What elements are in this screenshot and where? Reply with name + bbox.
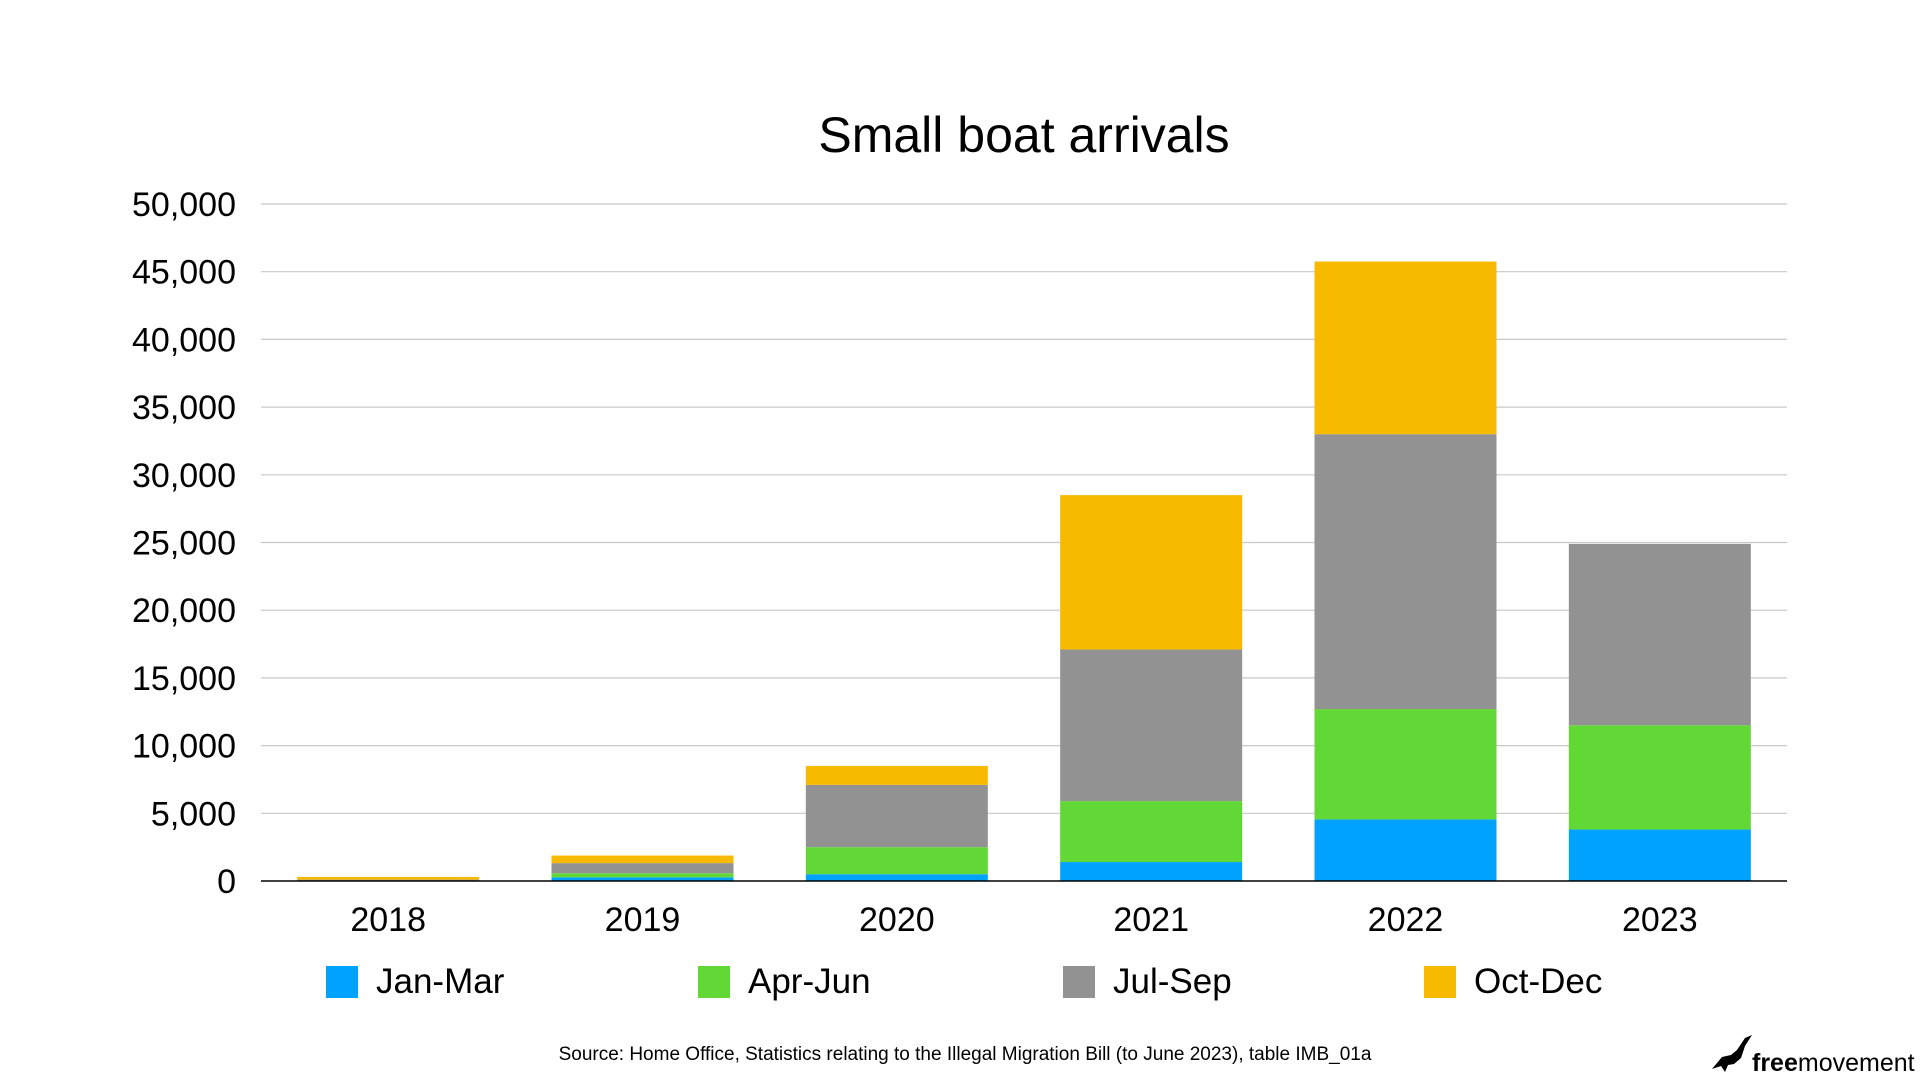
x-axis-tick-labels: 2018 2019 2020 2021 2022 2023 xyxy=(350,901,1697,939)
x-tick-label: 2023 xyxy=(1622,901,1698,939)
bar-2023-jan-mar xyxy=(1568,829,1751,881)
y-tick-label: 20,000 xyxy=(132,592,236,630)
y-tick-label: 45,000 xyxy=(132,254,236,292)
y-tick-label: 40,000 xyxy=(132,321,236,359)
y-tick-label: 35,000 xyxy=(132,389,236,427)
bar-2020-jul-sep xyxy=(805,784,988,848)
bar-2022-jan-mar xyxy=(1314,819,1497,881)
logo-text-regular: movement xyxy=(1798,1049,1915,1077)
bar-2019-jan-mar xyxy=(551,877,734,881)
bar-2021-apr-jun xyxy=(1060,801,1243,863)
bar-2022-jul-sep xyxy=(1314,434,1497,710)
legend-label: Jul-Sep xyxy=(1113,962,1232,1001)
bar-2020-oct-dec xyxy=(805,765,988,785)
bar-2023-jul-sep xyxy=(1568,543,1751,726)
y-tick-label: 50,000 xyxy=(132,186,236,224)
legend-swatch-jul-sep xyxy=(1063,966,1095,998)
gridlines xyxy=(261,203,1787,814)
y-axis-tick-labels: 0 5,000 10,000 15,000 20,000 25,000 30,000 35,0… xyxy=(132,186,236,901)
x-tick-label: 2021 xyxy=(1113,901,1189,939)
legend: Jan-Mar Apr-Jun Jul-Sep Oct-Dec xyxy=(326,962,1602,1001)
legend-label: Apr-Jun xyxy=(748,962,871,1001)
bar-2022-apr-jun xyxy=(1314,709,1497,820)
bar-2019-jul-sep xyxy=(551,863,734,874)
y-tick-label: 0 xyxy=(217,863,236,901)
legend-swatch-apr-jun xyxy=(698,966,730,998)
bar-2021-oct-dec xyxy=(1060,495,1243,650)
y-tick-label: 30,000 xyxy=(132,457,236,495)
chart-title: Small boat arrivals xyxy=(818,107,1229,163)
x-tick-label: 2020 xyxy=(859,901,935,939)
bar-2021-jul-sep xyxy=(1060,649,1243,802)
y-tick-label: 10,000 xyxy=(132,728,236,766)
legend-label: Jan-Mar xyxy=(376,962,505,1001)
bar-2020-apr-jun xyxy=(805,847,988,875)
svg-text:freemovement: freemovement xyxy=(1752,1049,1915,1077)
logo-text-bold: free xyxy=(1752,1049,1798,1077)
x-tick-label: 2022 xyxy=(1368,901,1444,939)
legend-label: Oct-Dec xyxy=(1474,962,1602,1001)
y-tick-label: 25,000 xyxy=(132,525,236,563)
bar-2019-apr-jun xyxy=(551,873,734,878)
bar-2020-jan-mar xyxy=(805,874,988,881)
y-tick-label: 15,000 xyxy=(132,660,236,698)
bar-2021-jan-mar xyxy=(1060,862,1243,881)
bar-2023-apr-jun xyxy=(1568,725,1751,830)
y-tick-label: 5,000 xyxy=(151,795,236,833)
bar-2022-oct-dec xyxy=(1314,261,1497,435)
legend-swatch-oct-dec xyxy=(1424,966,1456,998)
source-note: Source: Home Office, Statistics relating… xyxy=(559,1044,1372,1065)
bars xyxy=(297,261,1751,882)
bar-2019-oct-dec xyxy=(551,855,734,864)
legend-swatch-jan-mar xyxy=(326,966,358,998)
bar-2018-jul-sep xyxy=(297,879,480,881)
bar-2018-oct-dec xyxy=(297,876,480,880)
x-tick-label: 2019 xyxy=(605,901,681,939)
logo: freemovement xyxy=(1712,1035,1915,1077)
x-tick-label: 2018 xyxy=(350,901,426,939)
bird-icon xyxy=(1712,1035,1752,1072)
